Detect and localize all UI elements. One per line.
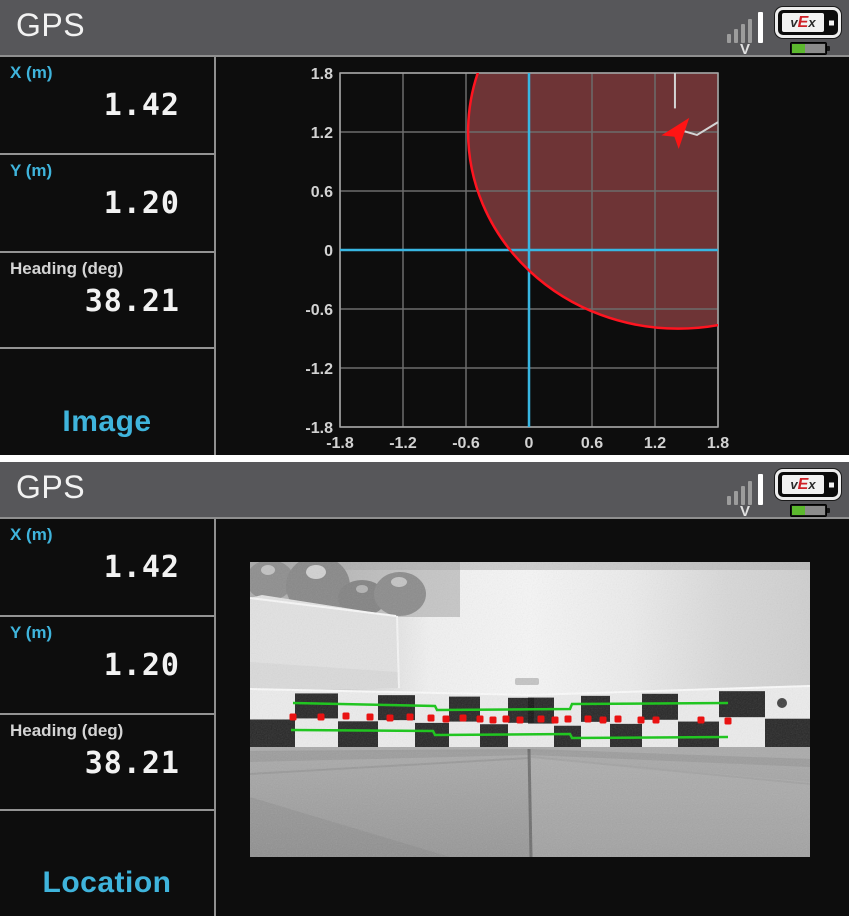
- sidebar: X (m) 1.42 Y (m) 1.20 Heading (deg) 38.2…: [0, 57, 216, 455]
- svg-text:1.2: 1.2: [644, 435, 666, 452]
- battery-level: [791, 506, 806, 515]
- svg-text:0: 0: [525, 435, 534, 452]
- signal-bars-icon: [727, 474, 763, 505]
- heading-panel: Heading (deg) 38.21: [0, 715, 214, 811]
- x-value: 1.42: [103, 88, 180, 123]
- x-position-panel: X (m) 1.42: [0, 57, 214, 155]
- x-label: X (m): [10, 525, 53, 544]
- svg-text:1.2: 1.2: [311, 125, 333, 142]
- signal-letter: V: [739, 41, 750, 58]
- svg-text:-0.6: -0.6: [452, 435, 480, 452]
- view-switch-panel: Image: [0, 349, 214, 455]
- svg-text:-1.2: -1.2: [389, 435, 417, 452]
- svg-text:1.8: 1.8: [311, 66, 333, 83]
- signal-bars-icon: [727, 12, 763, 43]
- y-position-panel: Y (m) 1.20: [0, 155, 214, 253]
- y-label: Y (m): [10, 623, 53, 642]
- signal-letter: V: [739, 503, 750, 520]
- svg-text:0.6: 0.6: [311, 184, 333, 201]
- radio-signal-icon: V: [727, 462, 763, 520]
- battery-icon: [789, 504, 830, 517]
- view-switch-panel: Location: [0, 811, 214, 916]
- y-label: Y (m): [10, 161, 53, 180]
- radio-signal-icon: V: [727, 0, 763, 58]
- y-value: 1.20: [103, 648, 180, 683]
- field-map-area: -1.8 -1.2 -0.6 0 0.6 1.2 1.8 1.8 1.2 0.6 0 -0.6 -1.2…: [216, 57, 849, 455]
- heading-label: Heading (deg): [10, 259, 124, 278]
- battery-level: [791, 44, 806, 53]
- x-label: X (m): [10, 63, 53, 82]
- svg-text:-1.2: -1.2: [305, 361, 333, 378]
- heading-value: 38.21: [84, 284, 180, 319]
- x-position-panel: X (m) 1.42: [0, 519, 214, 617]
- heading-panel: Heading (deg) 38.21: [0, 253, 214, 349]
- page-title: GPS: [16, 469, 86, 505]
- page-title: GPS: [16, 7, 86, 43]
- image-view-button[interactable]: Image: [62, 405, 152, 438]
- y-value: 1.20: [103, 186, 180, 221]
- field-map-plot: -1.8 -1.2 -0.6 0 0.6 1.2 1.8 1.8 1.2 0.6 0 -0.6 -1.2…: [305, 66, 729, 452]
- badge-button-dot: [829, 482, 834, 487]
- svg-text:-0.6: -0.6: [305, 302, 333, 319]
- badge-button-dot: [829, 20, 834, 25]
- svg-text:1.8: 1.8: [707, 435, 729, 452]
- location-view-button[interactable]: Location: [42, 866, 172, 899]
- sidebar: X (m) 1.42 Y (m) 1.20 Heading (deg) 38.2…: [0, 519, 216, 916]
- camera-image: [250, 562, 810, 857]
- camera-image-area: [216, 519, 849, 916]
- svg-text:0.6: 0.6: [581, 435, 603, 452]
- svg-text:0: 0: [324, 243, 333, 260]
- camera-photo: [250, 562, 810, 857]
- heading-value: 38.21: [84, 746, 180, 781]
- heading-label: Heading (deg): [10, 721, 124, 740]
- x-value: 1.42: [103, 550, 180, 585]
- battery-icon: [789, 42, 830, 55]
- svg-text:-1.8: -1.8: [305, 420, 333, 437]
- y-position-panel: Y (m) 1.20: [0, 617, 214, 715]
- gps-detection-overlay: [289, 701, 732, 740]
- svg-text:-1.8: -1.8: [326, 435, 354, 452]
